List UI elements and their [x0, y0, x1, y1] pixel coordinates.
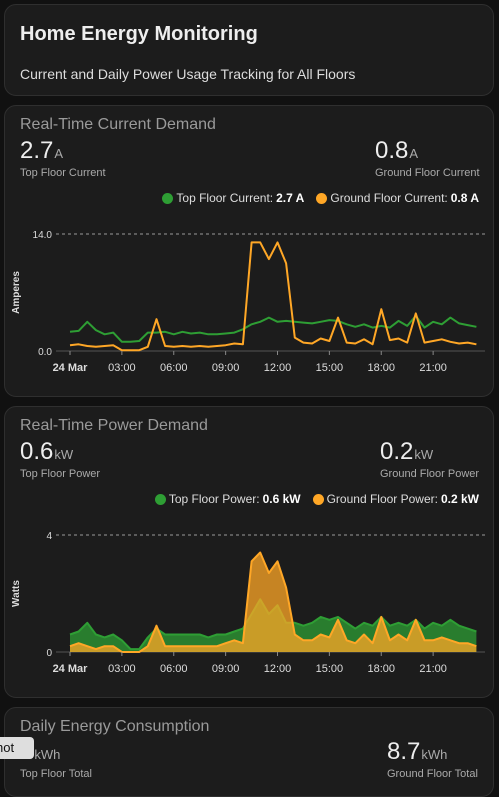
legend-item-ground-floor[interactable]: Ground Floor Current: 0.8 A	[316, 191, 479, 205]
stat-value: 2.7	[20, 137, 54, 164]
legend-item-top-floor[interactable]: Top Floor Current: 2.7 A	[162, 191, 304, 205]
x-tick-label: 15:00	[316, 362, 344, 374]
y-tick-label: 0	[46, 648, 52, 659]
ground-floor-total-stat[interactable]: 8.7kWh Ground Floor Total	[387, 738, 478, 780]
screenshot-tab[interactable]: hot	[0, 737, 34, 759]
current-chart[interactable]: Amperes 0.0 14.0 24 Mar 03:00 06:00 09:00 12:00…	[5, 221, 495, 391]
stat-unit: kWh	[421, 747, 448, 762]
y-tick-label: 14.0	[33, 230, 53, 241]
series-area-1	[70, 552, 477, 652]
stat-label: Ground Floor Power	[380, 468, 480, 480]
stat-label: Top Floor Current	[20, 167, 106, 179]
x-tick-label: 03:00	[108, 362, 136, 374]
stat-label: Top Floor Total	[20, 768, 92, 780]
legend-item-top-floor[interactable]: Top Floor Power: 0.6 kW	[154, 492, 301, 506]
stat-value: 8.7	[387, 738, 421, 765]
legend-value: 0.8 A	[450, 191, 479, 205]
stat-unit: kW	[414, 447, 434, 462]
legend-value: 0.6 kW	[262, 492, 301, 506]
stat-value: 0.6	[20, 438, 54, 465]
legend-label: Top Floor Power:	[168, 492, 260, 506]
legend-label: Top Floor Current:	[176, 191, 274, 205]
stat-value: 0.2	[380, 438, 414, 465]
top-floor-current-stat[interactable]: 2.7A Top Floor Current	[20, 137, 106, 179]
daily-card-title: Daily Energy Consumption	[20, 718, 210, 735]
x-tick-label: 18:00	[367, 362, 395, 374]
stat-label: Ground Floor Total	[387, 768, 478, 780]
x-tick-label: 12:00	[264, 362, 292, 374]
power-legend: Top Floor Power: 0.6 kW Ground Floor Pow…	[154, 492, 479, 506]
legend-dot-icon	[316, 192, 328, 204]
x-tick-label: 24 Mar	[53, 362, 89, 374]
legend-dot-icon	[312, 493, 324, 505]
daily-energy-card: Daily Energy Consumption 4kWh Top Floor …	[4, 707, 494, 797]
legend-dot-icon	[154, 493, 166, 505]
x-tick-label: 21:00	[419, 663, 447, 675]
stat-unit: kWh	[34, 747, 61, 762]
legend-label: Ground Floor Power:	[326, 492, 438, 506]
legend-item-ground-floor[interactable]: Ground Floor Power: 0.2 kW	[312, 492, 479, 506]
x-tick-label: 06:00	[160, 663, 188, 675]
ground-floor-power-stat[interactable]: 0.2kW Ground Floor Power	[380, 438, 479, 480]
top-floor-power-stat[interactable]: 0.6kW Top Floor Power	[20, 438, 100, 480]
y-tick-label: 4	[46, 531, 52, 542]
page-title: Home Energy Monitoring	[20, 23, 258, 45]
legend-dot-icon	[162, 192, 174, 204]
x-tick-label: 24 Mar	[53, 663, 89, 675]
stat-label: Top Floor Power	[20, 468, 101, 480]
x-tick-label: 21:00	[419, 362, 447, 374]
current-card-title: Real-Time Current Demand	[20, 116, 216, 133]
header-card: Home Energy Monitoring Current and Daily…	[4, 4, 494, 96]
legend-value: 2.7 A	[276, 191, 305, 205]
y-tick-label: 0.0	[38, 347, 52, 358]
x-tick-label: 15:00	[316, 663, 344, 675]
stat-unit: kW	[54, 447, 74, 462]
y-axis-label: Watts	[11, 580, 22, 607]
power-card-title: Real-Time Power Demand	[20, 417, 208, 434]
stat-unit: A	[409, 146, 419, 161]
stat-value: 0.8	[375, 137, 409, 164]
ground-floor-current-stat[interactable]: 0.8A Ground Floor Current	[375, 137, 480, 179]
series-line-0	[69, 314, 477, 343]
x-tick-label: 18:00	[367, 663, 395, 675]
power-chart[interactable]: Watts 0 4 24 Mar 03:00 06:00 09:00 12:00 15:00 18…	[5, 522, 495, 692]
series-line-1	[69, 551, 477, 653]
current-demand-card: Real-Time Current Demand 2.7A Top Floor …	[4, 105, 494, 397]
page-subtitle: Current and Daily Power Usage Tracking f…	[20, 66, 356, 82]
x-tick-label: 12:00	[264, 663, 292, 675]
x-tick-label: 03:00	[108, 663, 136, 675]
legend-value: 0.2 kW	[440, 492, 479, 506]
series-line-1	[69, 241, 477, 352]
x-tick-label: 09:00	[212, 362, 240, 374]
x-tick-label: 09:00	[212, 663, 240, 675]
legend-label: Ground Floor Current:	[330, 191, 448, 205]
power-demand-card: Real-Time Power Demand 0.6kW Top Floor P…	[4, 406, 494, 698]
x-tick-label: 06:00	[160, 362, 188, 374]
stat-label: Ground Floor Current	[375, 167, 480, 179]
stat-unit: A	[54, 146, 64, 161]
current-legend: Top Floor Current: 2.7 A Ground Floor Cu…	[162, 191, 479, 205]
y-axis-label: Amperes	[11, 271, 22, 314]
